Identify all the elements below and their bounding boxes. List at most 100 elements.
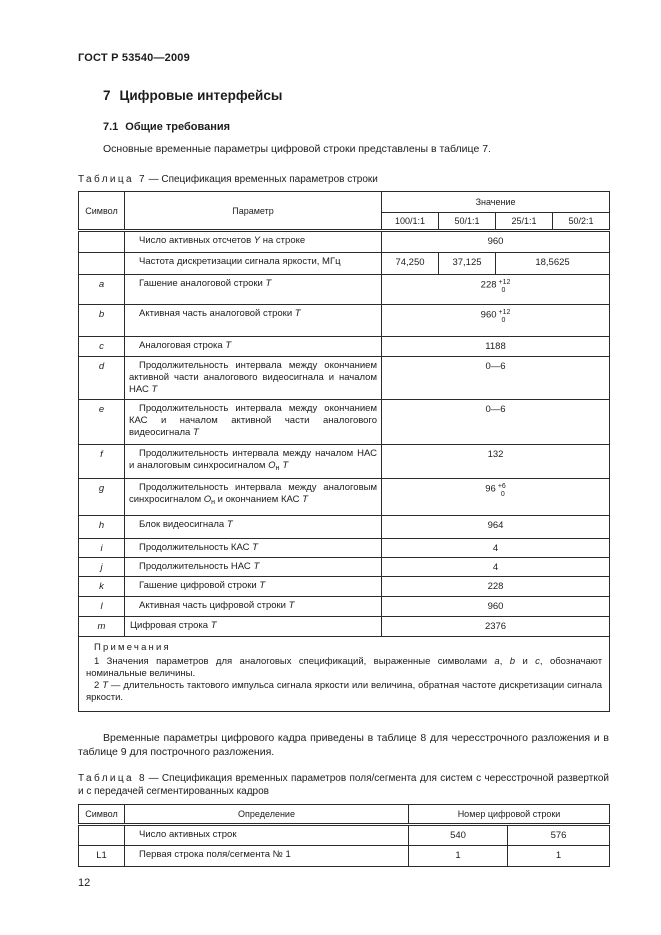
column-header-25-1-1: 25/1:1 [495,212,553,232]
note-variable: a [494,655,500,667]
column-header-symbol: Символ [78,803,125,826]
parameter-cell: Активная часть аналоговой строки T [124,304,382,337]
note-text: и [515,655,536,667]
column-header-definition: Определение [124,803,409,826]
parameter-variable: T [282,459,289,471]
parameter-variable: Y [253,235,261,246]
intro-paragraph: Основные временные параметры цифровой ст… [103,143,491,155]
value-cell: 132 [380,444,611,479]
symbol-cell: a [78,274,125,305]
column-header-line-number: Номер цифровой строки [408,803,610,826]
symbol-cell: j [78,557,125,577]
symbol-cell: c [78,336,125,357]
parameter-text: Активная часть аналоговой строки [139,308,295,319]
doc-number: ГОСТ Р 53540—2009 [78,52,190,64]
parameter-variable: T [210,620,217,631]
signal-symbol: О [268,459,276,471]
table-row: i Продолжительность КАС T 4 [78,538,611,558]
tolerance-stack: +6 0 [498,483,506,498]
tolerance-stack: +12 0 [499,309,511,324]
note-text: , [499,655,510,667]
value-cell: 228 +12 0 [380,274,611,305]
parameter-text: Продолжительность интервала между аналог… [129,482,377,505]
table-row: k Гашение цифровой строки T 228 [78,576,611,597]
symbol-text: l [100,601,103,612]
symbol-cell: d [78,356,125,400]
note-variable: c [535,655,540,667]
parameter-text: на строке [260,235,306,246]
table-header-row: Символ Определение Номер цифровой строки [78,803,610,826]
symbol-cell [78,230,125,253]
table7-caption: Таблица 7— Спецификация временных парамет… [78,173,609,186]
note-1: 1 Значения параметров для аналоговых спе… [86,656,602,680]
table-row: b Активная часть аналоговой строки T 960… [78,304,611,337]
value-cell: 74,250 [381,252,439,275]
note-text: 2 [94,680,103,692]
parameter-cell: Аналоговая строка T [124,336,382,357]
table-header-row: Символ Параметр Значение [78,191,611,232]
value-cell: 4 [380,557,611,577]
parameter-variable: T [192,426,199,438]
value-cell: 540 [408,823,508,846]
note-text: — длительность тактового импульса сигнал… [86,680,603,704]
parameter-cell: Продолжительность интервала между аналог… [124,478,382,516]
subsection-title: 7.1 Общие требования [103,121,609,133]
section-number: 7 [103,88,111,103]
parameter-cell: Блок видеосигнала T [124,515,382,539]
value-cell: 960 [380,230,611,253]
section-title: 7 Цифровые интерфейсы [103,88,609,103]
table-row: e Продолжительность интервала между окон… [78,399,611,445]
parameter-cell: Продолжительность интервала между оконча… [124,399,382,445]
value-cell: 2376 [380,616,611,637]
page-number: 12 [78,876,91,889]
table-row: g Продолжительность интервала между анал… [78,478,611,516]
value-cell: 0—6 [380,399,611,445]
parameter-text: и окончанием КАС [215,493,303,505]
parameter-text: Аналоговая строка [139,340,226,351]
value-cell: 228 [380,576,611,597]
symbol-cell: f [78,444,125,479]
parameter-variable: T [302,493,308,505]
parameter-text: Продолжительность интервала между оконча… [129,403,377,438]
symbol-text: g [98,483,105,494]
parameter-text: Цифровая строка [130,620,211,631]
parameter-cell: Продолжительность КАС T [124,538,382,558]
parameter-cell: Цифровая строка T [124,616,382,637]
table-row: a Гашение аналоговой строки T 228 +12 0 [78,274,611,305]
table-row: j Продолжительность НАС T 4 [78,557,611,577]
subsection-number: 7.1 [103,121,119,133]
symbol-text: i [100,543,103,554]
parameter-cell: Продолжительность интервала между оконча… [124,356,382,400]
symbol-text: e [98,404,105,415]
section-title-text: Цифровые интерфейсы [119,88,283,103]
table-subheader-row: 100/1:1 50/1:1 25/1:1 50/2:1 [79,212,611,232]
table8-caption-number: 8 [139,772,145,784]
column-header-symbol: Символ [78,191,125,232]
symbol-text: m [97,621,106,632]
body-paragraph: Временные параметры цифрового кадра прив… [78,731,609,758]
parameter-variable: T [226,519,233,530]
parameter-text: Продолжительность интервала между оконча… [129,360,377,395]
value-cell: 37,125 [438,252,496,275]
definition-cell: Число активных строк [124,823,409,846]
signal-symbol: О [203,493,212,505]
column-header-parameter: Параметр [124,191,382,232]
value-cell: 1 [408,844,508,867]
value-cell: 576 [507,823,610,846]
parameter-variable: T [294,308,301,319]
symbol-cell: h [78,515,125,539]
value-number: 96 [485,483,496,495]
parameter-text: Гашение аналоговой строки [139,278,266,289]
symbol-cell: k [78,576,125,597]
parameter-cell: Частота дискретизации сигнала яркости, М… [124,252,382,275]
line-timing-parameters-table: Символ Параметр Значение 100/1:1 50/1:1 … [77,191,611,712]
value-cell: 1188 [380,336,611,357]
table7-caption-number: 7 [139,174,145,185]
value-cell: 960 +12 0 [380,304,611,337]
column-header-value: Значение [380,191,611,213]
value-cell: 18,5625 [494,252,611,275]
value-cell: 96 +6 0 [380,478,611,516]
value-number: 228 [480,279,497,291]
table-row: Частота дискретизации сигнала яркости, М… [78,252,611,275]
symbol-cell: e [78,399,125,445]
